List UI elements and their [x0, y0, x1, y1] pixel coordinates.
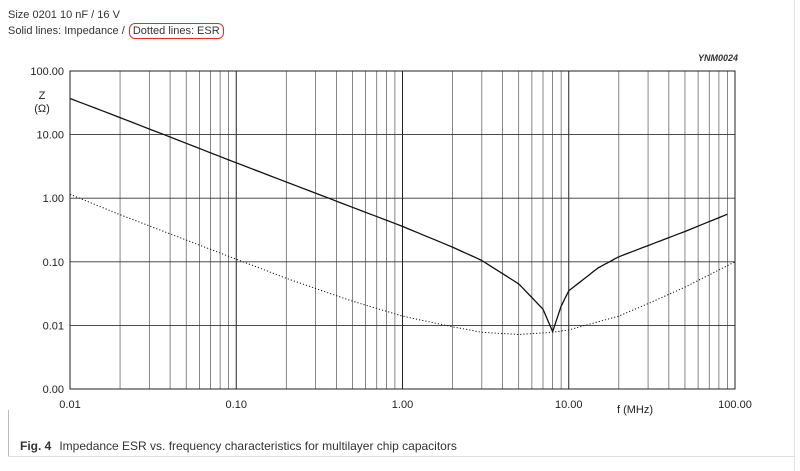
y-axis-label: Z	[39, 90, 46, 102]
impedance-curve	[69, 97, 728, 333]
y-tick-label: 0.01	[43, 320, 64, 332]
y-tick-label: 0.10	[43, 257, 64, 269]
figure-caption: Fig. 4 Impedance ESR vs. frequency charac…	[20, 439, 457, 453]
x-tick-label: 1.00	[392, 399, 413, 411]
legend-impedance-text: Solid lines: Impedance /	[8, 25, 128, 37]
figure-label: Fig. 4	[20, 439, 52, 453]
y-axis-unit: (Ω)	[34, 103, 50, 115]
caption-text: Impedance ESR vs. frequency characterist…	[59, 439, 457, 453]
y-tick-label: 1.00	[43, 193, 64, 205]
x-tick-label: 0.01	[59, 399, 80, 411]
x-tick-label: 10.00	[555, 399, 583, 411]
plot-frame	[69, 70, 736, 390]
part-spec: Size 0201 10 nF / 16 V	[8, 9, 120, 21]
y-tick-label: 10.00	[36, 130, 64, 142]
y-tick-label: 0.00	[43, 384, 64, 396]
x-axis-label: f (MHz)	[617, 404, 653, 416]
chart-header: Size 0201 10 nF / 16 V Solid lines: Impe…	[8, 8, 224, 39]
esr-curve	[69, 193, 736, 335]
x-tick-label: 100.00	[718, 399, 752, 411]
legend-esr-highlight: Dotted lines: ESR	[128, 23, 224, 39]
caption-rule	[8, 410, 9, 456]
figure-code: YNM0024	[698, 53, 739, 63]
x-tick-label: 0.10	[226, 399, 247, 411]
y-tick-label: 100.00	[30, 66, 64, 78]
page-edge	[794, 0, 795, 471]
legend-text: Solid lines: Impedance / Dotted lines: E…	[8, 23, 224, 39]
caption-divider	[8, 456, 794, 457]
